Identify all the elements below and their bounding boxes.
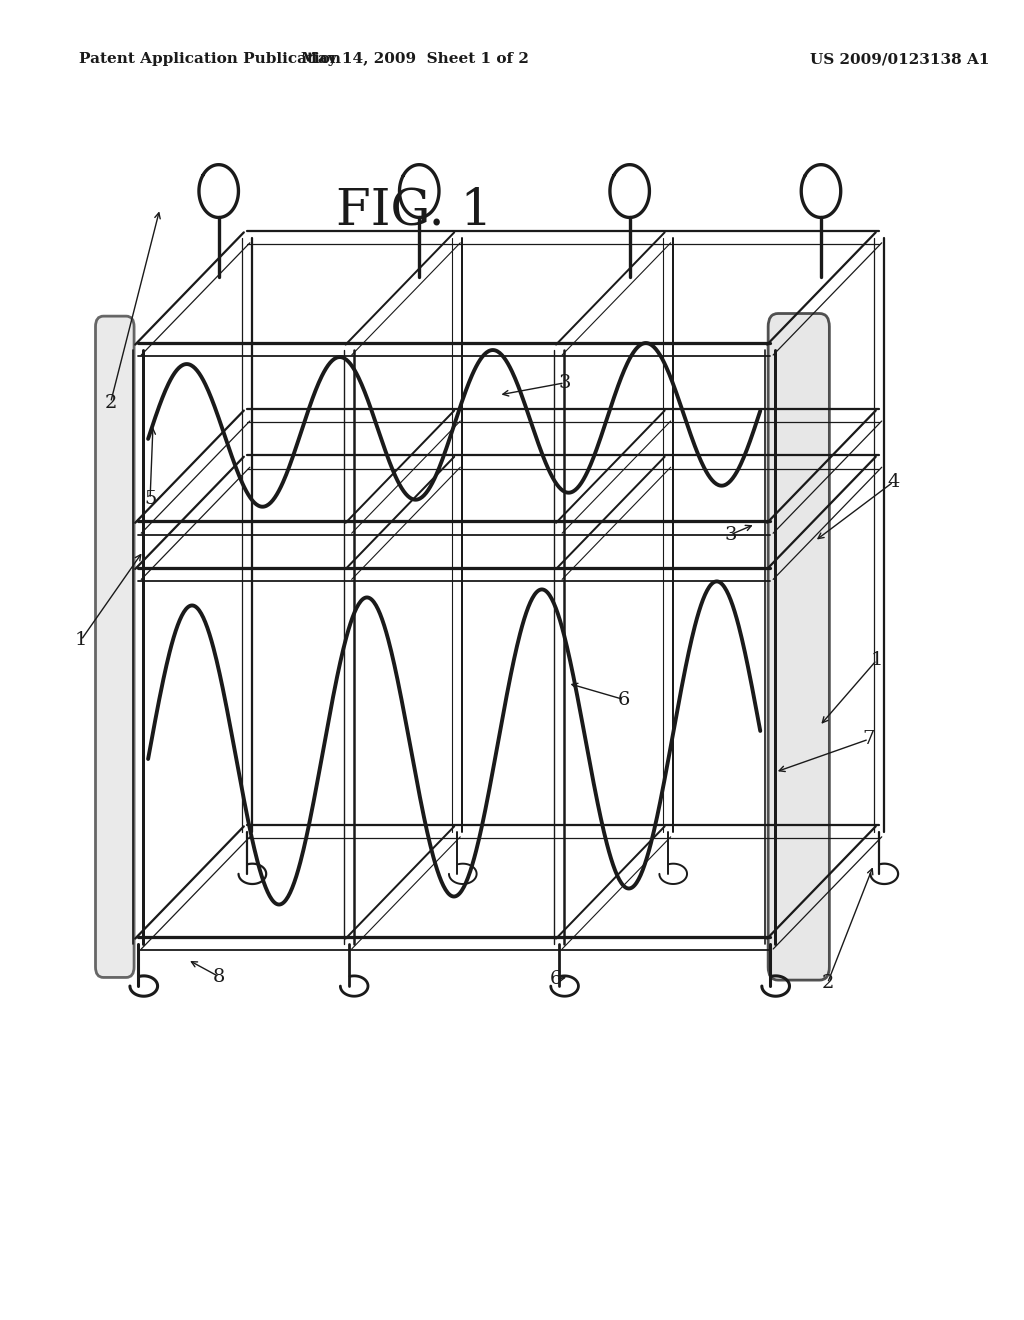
Text: 6: 6 xyxy=(617,690,630,709)
Text: 2: 2 xyxy=(104,393,117,412)
Text: FIG. 1: FIG. 1 xyxy=(337,186,493,236)
Text: 6: 6 xyxy=(550,970,562,989)
Text: 2: 2 xyxy=(821,974,834,993)
Text: 3: 3 xyxy=(724,525,737,544)
FancyBboxPatch shape xyxy=(95,317,134,977)
Text: 8: 8 xyxy=(213,968,225,986)
Text: 1: 1 xyxy=(870,651,883,669)
Text: 4: 4 xyxy=(888,473,900,491)
Text: Patent Application Publication: Patent Application Publication xyxy=(79,53,341,66)
Text: May 14, 2009  Sheet 1 of 2: May 14, 2009 Sheet 1 of 2 xyxy=(301,53,528,66)
FancyBboxPatch shape xyxy=(768,314,829,979)
Text: 5: 5 xyxy=(144,490,157,508)
Text: 7: 7 xyxy=(862,730,876,748)
Text: 1: 1 xyxy=(75,631,87,649)
Text: US 2009/0123138 A1: US 2009/0123138 A1 xyxy=(810,53,989,66)
Text: 3: 3 xyxy=(558,374,571,392)
